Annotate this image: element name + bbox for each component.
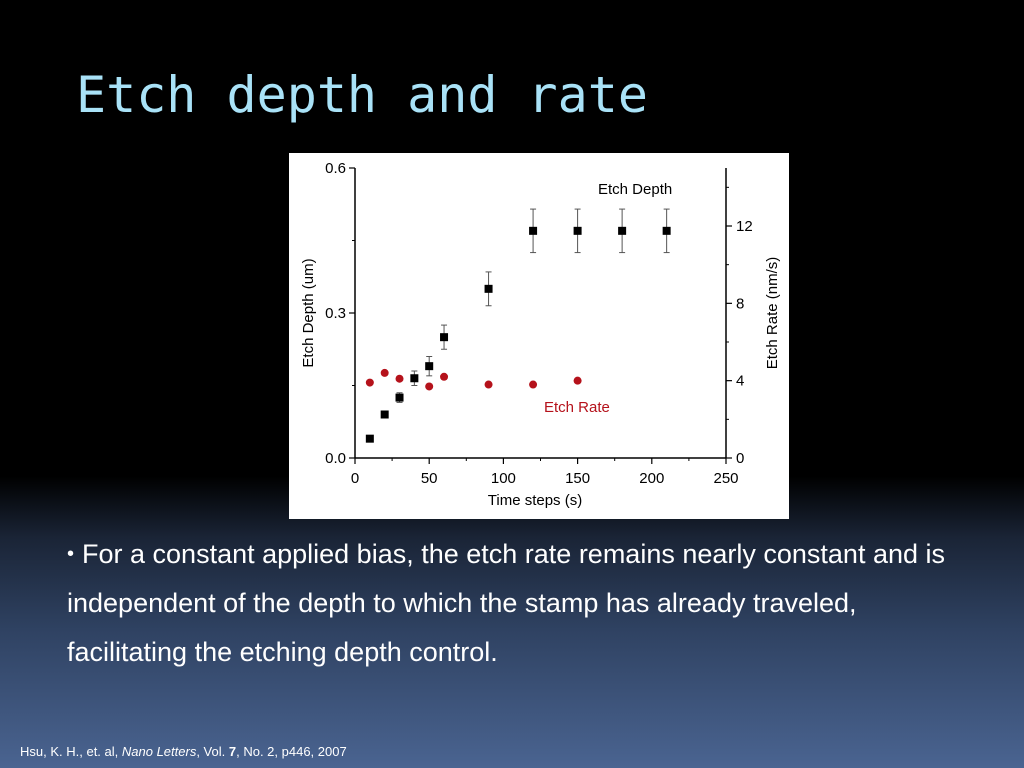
depth-point (425, 362, 434, 371)
rate-point (395, 374, 404, 383)
y2-axis-label: Etch Rate (nm/s) (764, 257, 781, 370)
depth-point (395, 393, 404, 402)
rate-point (440, 372, 449, 381)
depth-point (618, 226, 627, 235)
citation-volume: 7 (228, 744, 237, 759)
depth-point (410, 374, 419, 383)
x-tick-label: 150 (565, 470, 590, 487)
depth-point (365, 434, 374, 443)
etch-chart: 0 50 100 150 200 250 0.0 0.3 0.6 0 4 8 12 Time steps… (289, 153, 789, 519)
depth-point (662, 226, 671, 235)
depth-point (440, 333, 449, 342)
x-tick-label: 0 (351, 470, 359, 487)
chart-axes (354, 168, 727, 459)
rate-point (425, 382, 434, 391)
chart-ticks: 0 50 100 150 200 250 0.0 0.3 0.6 0 4 8 12 (325, 160, 753, 487)
x-tick-label: 100 (491, 470, 516, 487)
legend-etch-depth: Etch Depth (598, 181, 672, 198)
x-axis-label: Time steps (s) (488, 492, 582, 509)
depth-point (380, 410, 389, 419)
citation-journal: Nano Letters (121, 744, 197, 759)
bullet-icon: • (67, 543, 75, 565)
y2-tick-label: 12 (736, 218, 753, 235)
y2-tick-label: 8 (736, 295, 744, 312)
y-axis-label: Etch Depth (um) (300, 258, 317, 367)
y-tick-label: 0.3 (325, 305, 346, 322)
citation: Hsu, K. H., et. al, Nano Letters, Vol. 7… (20, 744, 347, 759)
y2-tick-label: 0 (736, 450, 744, 467)
x-tick-label: 50 (421, 470, 438, 487)
bullet-text: For a constant applied bias, the etch ra… (67, 539, 946, 667)
depth-point (484, 284, 493, 293)
chart-svg: 0 50 100 150 200 250 0.0 0.3 0.6 0 4 8 12 Time steps… (300, 160, 781, 509)
y-tick-label: 0.0 (325, 450, 346, 467)
depth-point (529, 226, 538, 235)
slide-title: Etch depth and rate (76, 66, 648, 124)
rate-point (529, 380, 538, 389)
x-tick-label: 250 (713, 470, 738, 487)
y2-tick-label: 4 (736, 373, 744, 390)
rate-point (365, 378, 374, 387)
bullet-point: • For a constant applied bias, the etch r… (67, 530, 947, 677)
rate-point (573, 376, 582, 385)
depth-point (573, 226, 582, 235)
rate-point (380, 368, 389, 377)
rate-point (484, 380, 493, 389)
x-tick-label: 200 (639, 470, 664, 487)
legend-etch-rate: Etch Rate (544, 399, 610, 416)
citation-authors: Hsu, K. H., et. al, (20, 744, 119, 759)
chart-marks (365, 208, 671, 443)
citation-rest: , No. 2, p446, 2007 (236, 744, 347, 759)
citation-vol-prefix: , Vol. (196, 744, 226, 759)
y-tick-label: 0.6 (325, 160, 346, 177)
